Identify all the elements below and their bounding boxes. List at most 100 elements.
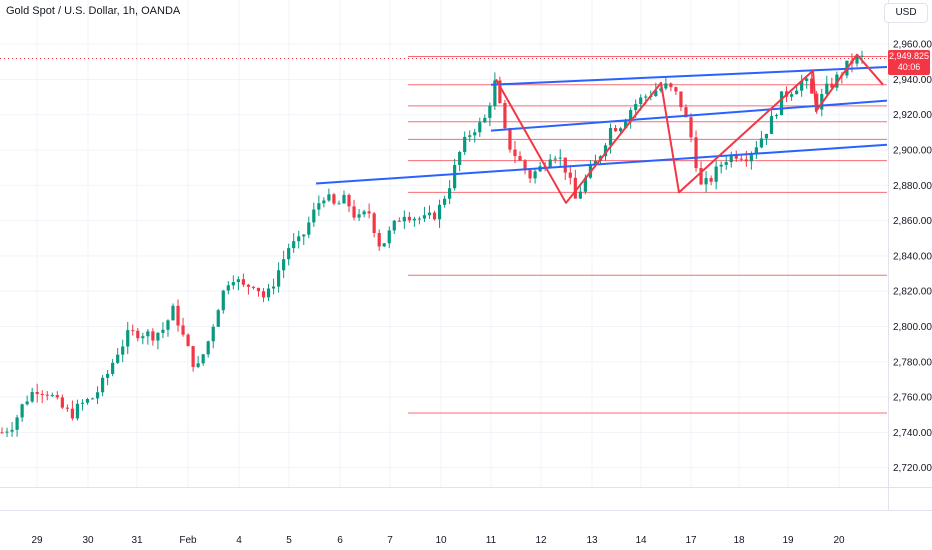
candle-body xyxy=(498,80,502,103)
time-tick-label: 29 xyxy=(31,535,43,546)
time-tick-label: 5 xyxy=(286,535,292,546)
time-tick-label: 14 xyxy=(635,535,647,546)
candle-body xyxy=(463,136,467,153)
price-tick-label: 2,960.000 xyxy=(893,40,932,51)
time-tick-label: 31 xyxy=(131,535,143,546)
candle-body xyxy=(196,363,200,367)
candle-body xyxy=(362,211,366,215)
candle-body xyxy=(261,291,266,298)
candle-body xyxy=(719,164,723,167)
candle-body xyxy=(458,152,462,165)
time-tick-label: Feb xyxy=(179,535,197,546)
candle-body xyxy=(754,147,758,154)
candle-body xyxy=(337,203,341,205)
candle-body xyxy=(236,279,240,283)
price-tick-label: 2,900.000 xyxy=(893,146,932,157)
candle-body xyxy=(95,392,100,399)
candle-body xyxy=(422,215,427,219)
candle-body xyxy=(810,78,814,94)
candle-body xyxy=(5,431,9,433)
candle-body xyxy=(654,90,658,96)
candle-body xyxy=(473,132,477,136)
time-tick-label: 4 xyxy=(236,535,242,546)
candle-body xyxy=(201,354,205,364)
candle-body xyxy=(131,330,135,332)
channel-line xyxy=(315,143,888,185)
candle-body xyxy=(191,346,195,367)
candle-body xyxy=(679,91,683,108)
time-tick-label: 6 xyxy=(337,535,343,546)
chart-grid xyxy=(0,0,888,487)
candle-body xyxy=(246,284,251,287)
candle-body xyxy=(15,417,19,430)
candle-body xyxy=(453,164,457,189)
candle-body xyxy=(684,107,688,118)
candle-body xyxy=(216,310,220,327)
candle-body xyxy=(764,133,769,139)
candle-body xyxy=(629,110,633,122)
candle-body xyxy=(734,154,738,159)
candle-body xyxy=(639,97,643,105)
candle-body xyxy=(573,177,577,199)
candle-body xyxy=(548,159,552,168)
candle-body xyxy=(508,128,512,150)
candle-body xyxy=(25,401,29,405)
candle-body xyxy=(35,392,39,395)
candle-body xyxy=(367,211,371,214)
countdown-timer: 40:06 xyxy=(897,62,921,72)
candle-body xyxy=(800,80,804,91)
candle-body xyxy=(774,115,779,117)
candle-body xyxy=(85,399,90,403)
currency-button[interactable]: USD xyxy=(884,3,928,23)
candle-body xyxy=(387,230,391,244)
time-tick-label: 30 xyxy=(82,535,94,546)
candle-body xyxy=(141,336,145,339)
candle-body xyxy=(45,394,49,396)
candle-body xyxy=(50,395,54,397)
candle-body xyxy=(739,158,743,160)
candle-body xyxy=(277,270,281,287)
candle-body xyxy=(332,194,336,204)
candle-body xyxy=(171,305,175,321)
candle-body xyxy=(136,330,140,339)
candle-body xyxy=(161,329,165,333)
price-tick-label: 2,940.000 xyxy=(893,75,932,86)
candle-body xyxy=(166,320,170,330)
candle-body xyxy=(342,194,346,204)
candle-body xyxy=(669,83,673,88)
price-axis-labels: 2,960.000 2,940.000 2,920.000 2,900.000 2,88… xyxy=(893,40,932,475)
candle-body xyxy=(0,432,4,434)
time-tick-label: 18 xyxy=(733,535,745,546)
price-tick-label: 2,880.000 xyxy=(893,181,932,192)
candle-body xyxy=(116,354,120,363)
time-tick-label: 11 xyxy=(486,535,497,546)
pattern-path xyxy=(495,53,884,204)
candle-body xyxy=(282,259,286,271)
candle-body xyxy=(256,287,261,292)
candle-body xyxy=(674,87,678,92)
candle-body xyxy=(855,56,859,64)
candle-body xyxy=(292,241,296,249)
candle-body xyxy=(699,168,703,185)
candle-body xyxy=(714,166,718,182)
price-tick-label: 2,820.000 xyxy=(893,287,932,298)
candle-body xyxy=(744,159,748,162)
candle-body xyxy=(271,286,276,289)
candle-body xyxy=(689,117,693,138)
candle-body xyxy=(211,326,215,342)
candle-body xyxy=(593,160,598,166)
candle-body xyxy=(176,305,180,326)
candle-body xyxy=(488,105,492,118)
channel-line xyxy=(490,99,888,132)
candle-body xyxy=(30,392,34,402)
candle-body xyxy=(352,206,356,218)
candle-body xyxy=(659,88,663,91)
candle-body xyxy=(618,128,623,132)
time-tick-label: 7 xyxy=(387,535,393,546)
candle-body xyxy=(317,203,321,210)
price-tick-label: 2,720.000 xyxy=(893,463,932,474)
time-tick-label: 17 xyxy=(685,535,697,546)
price-tick-label: 2,800.000 xyxy=(893,322,932,333)
candle-body xyxy=(694,137,698,169)
